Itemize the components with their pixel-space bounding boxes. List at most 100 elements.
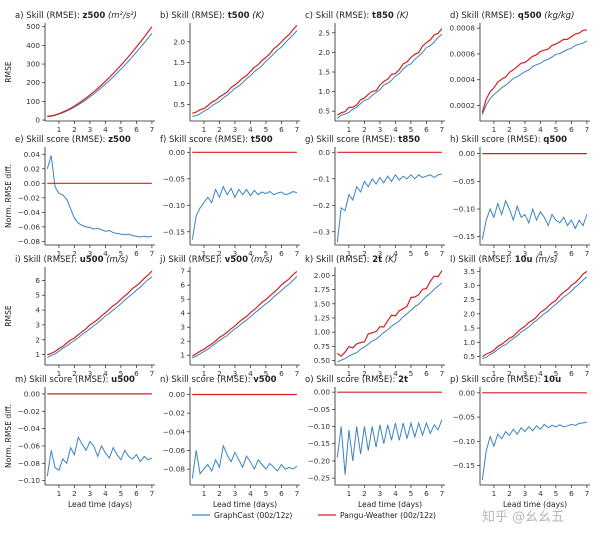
series-graphcast-line xyxy=(191,185,298,240)
y-tick-label: −0.08 xyxy=(18,459,41,468)
y-tick-label: −0.04 xyxy=(18,208,41,217)
panel-j: j) Skill (RMSE): v500 (m/s) 1 2 3 4 5 6 7 1 2 3 4 5 6… xyxy=(159,255,300,378)
y-tick-label: −0.06 xyxy=(18,441,41,450)
y-tick-label: 6 xyxy=(180,281,185,290)
y-tick-label: −0.15 xyxy=(163,227,185,236)
panel-c: c) Skill (RMSE): t850 (K) 0.5 1.0 1.5 2.0 2.5… xyxy=(305,11,445,134)
x-tick-label: 5 xyxy=(264,249,269,258)
legend-pangu-label: Pangu-Weather (00z/12z) xyxy=(340,511,436,520)
y-tick-label: −0.02 xyxy=(18,193,40,202)
x-tick-label: 6 xyxy=(424,125,429,134)
x-tick-label: 5 xyxy=(554,125,559,134)
x-tick-label: 6 xyxy=(424,249,429,258)
x-tick-label: 6 xyxy=(569,489,574,498)
y-tick-label: 1.75 xyxy=(314,285,330,294)
y-tick-label: 2.00 xyxy=(314,271,331,280)
x-tick-label: 3 xyxy=(378,249,383,258)
y-tick-label: −0.3 xyxy=(312,227,330,236)
y-tick-label: 4 xyxy=(180,309,185,318)
x-tick-label: 5 xyxy=(554,489,559,498)
series-graphcast-line xyxy=(47,32,153,118)
panel-title: b) Skill (RMSE): t500 (K) xyxy=(160,11,264,21)
x-tick-label: 4 xyxy=(248,489,253,498)
series-pangu-line xyxy=(191,270,298,357)
x-tick-label: 3 xyxy=(378,125,383,134)
x-tick-label: 1 xyxy=(492,369,497,378)
panel-a: a) Skill (RMSE): z500 (m²/s²) 0 100 200 300 4… xyxy=(4,11,155,134)
x-tick-label: 7 xyxy=(295,249,300,258)
x-tick-label: 2 xyxy=(217,125,222,134)
x-tick-label: 7 xyxy=(440,125,445,134)
x-tick-label: 6 xyxy=(279,489,284,498)
x-tick-label: 1 xyxy=(202,125,207,134)
y-tick-label: 0.00 xyxy=(459,388,476,397)
panel-m: m) Skill score (RMSE): u500 0.00 −0.02 −0.0… xyxy=(4,375,155,509)
x-tick-label: 6 xyxy=(279,369,284,378)
y-tick-label: −0.05 xyxy=(453,413,475,422)
panel-title: l) Skill (RMSE): 10u (m/s) xyxy=(450,255,558,265)
panels: a) Skill (RMSE): z500 (m²/s²) 0 100 200 300 4… xyxy=(4,11,590,509)
y-tick-label: −0.15 xyxy=(453,232,475,241)
y-tick-label: 0.00 xyxy=(24,179,41,188)
x-tick-label: 4 xyxy=(538,249,543,258)
panel-i: i) Skill (RMSE): u500 (m/s) 1 2 3 4 5 6 1 2 3 4 5 6 7… xyxy=(4,255,155,378)
x-tick-label: 5 xyxy=(554,369,559,378)
x-tick-label: 7 xyxy=(295,369,300,378)
y-tick-label: 0 xyxy=(35,116,40,125)
panel-title: e) Skill score (RMSE): z500 xyxy=(15,135,131,145)
x-tick-label: 1 xyxy=(57,489,62,498)
x-tick-label: 2 xyxy=(507,125,512,134)
x-tick-label: 4 xyxy=(248,125,253,134)
x-tick-label: 7 xyxy=(440,249,445,258)
y-tick-label: −0.02 xyxy=(163,409,185,418)
x-tick-label: 7 xyxy=(150,489,155,498)
y-tick-label: −0.06 xyxy=(18,222,41,231)
x-tick-label: 3 xyxy=(233,369,238,378)
y-tick-label: 2.5 xyxy=(463,295,475,304)
x-tick-label: 6 xyxy=(569,125,574,134)
y-tick-label: 1.00 xyxy=(314,328,331,337)
x-tick-label: 4 xyxy=(393,489,398,498)
x-tick-label: 7 xyxy=(585,125,590,134)
x-tick-label: 4 xyxy=(538,369,543,378)
panel-k: k) Skill (RMSE): 2t (K) 0.50 0.75 1.00 1.25 1… xyxy=(305,255,445,378)
y-tick-label: −0.2 xyxy=(312,201,330,210)
x-tick-label: 3 xyxy=(523,369,528,378)
x-tick-label: 1 xyxy=(347,125,352,134)
y-tick-label: 5 xyxy=(180,295,185,304)
panel-title: a) Skill (RMSE): z500 (m²/s²) xyxy=(15,11,137,21)
y-tick-label: 1.5 xyxy=(173,58,185,67)
y-tick-label: 0.0002 xyxy=(449,101,475,110)
series-graphcast-line xyxy=(481,199,588,240)
series-pangu-line xyxy=(336,270,443,357)
x-tick-label: 7 xyxy=(295,125,300,134)
x-tick-label: 3 xyxy=(233,249,238,258)
x-tick-label: 3 xyxy=(523,249,528,258)
x-tick-label: 3 xyxy=(88,489,93,498)
x-tick-label: 4 xyxy=(103,489,108,498)
y-tick-label: −0.04 xyxy=(163,427,186,436)
x-axis-label: Lead time (days) xyxy=(68,500,132,509)
x-tick-label: 2 xyxy=(362,369,367,378)
x-tick-label: 2 xyxy=(362,125,367,134)
y-axis-label: RMSE xyxy=(4,61,13,83)
series-graphcast-line xyxy=(192,276,298,359)
series-graphcast-line xyxy=(191,444,298,479)
y-tick-label: −0.05 xyxy=(453,177,475,186)
y-tick-label: −0.06 xyxy=(163,446,186,455)
series-graphcast-line xyxy=(336,33,443,119)
x-tick-label: 4 xyxy=(103,369,108,378)
y-tick-label: 1.25 xyxy=(314,313,330,322)
x-tick-label: 7 xyxy=(440,489,445,498)
x-tick-label: 4 xyxy=(248,249,253,258)
x-tick-label: 7 xyxy=(585,249,590,258)
x-tick-label: 6 xyxy=(569,369,574,378)
panel-title: h) Skill score (RMSE): q500 xyxy=(450,135,567,145)
panel-p: p) Skill score (RMSE): 10u 0.00 −0.05 −0.10… xyxy=(450,375,590,509)
x-tick-label: 1 xyxy=(347,369,352,378)
y-tick-label: 3 xyxy=(180,323,185,332)
series-graphcast-line xyxy=(46,155,152,238)
y-tick-label: 300 xyxy=(26,60,40,69)
y-tick-label: 3.0 xyxy=(463,281,475,290)
